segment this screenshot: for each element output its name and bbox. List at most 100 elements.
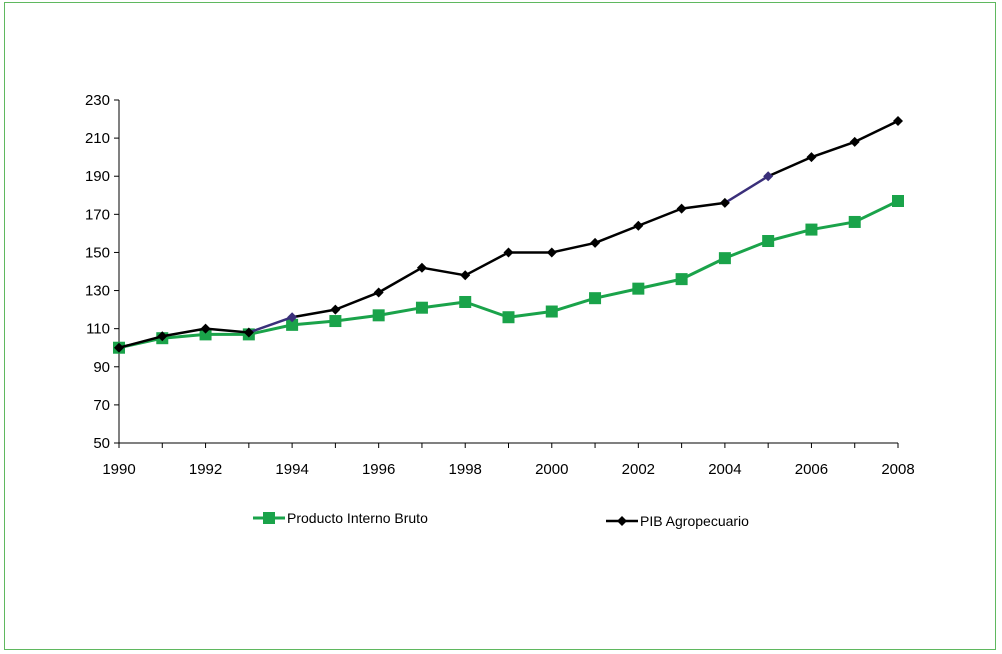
x-tick-label: 2008 [881,461,914,478]
data-point [633,220,644,231]
series-segment [378,306,423,317]
x-tick-label: 1992 [189,461,222,478]
y-tick-label: 230 [85,92,110,109]
y-tick-label: 130 [85,283,110,300]
data-point [589,292,602,305]
data-point [373,287,384,298]
series-segment [638,277,682,291]
x-tick-label: 2002 [622,461,655,478]
chart-frame [4,2,996,650]
series-segment [724,239,769,260]
series-segment [291,319,336,327]
series-segment [118,335,163,349]
series-segment [681,201,726,210]
x-tick-label: 1990 [102,461,135,478]
data-point [632,282,645,295]
series-segment [421,266,466,277]
x-tick-label: 1996 [362,461,395,478]
data-point [415,301,428,314]
series-segment [205,327,249,334]
series-segment [854,119,899,144]
data-point [243,327,254,338]
series-layer [113,115,904,354]
series-segment [767,156,812,178]
y-tick-label: 70 [93,397,110,414]
data-point [806,152,817,163]
axes: 50 70 90 110 130 150 170 190 210 230 1990 1992 1994 1… [85,92,915,478]
data-point [849,136,860,147]
series-segment [767,228,812,243]
data-point [805,223,818,236]
data-point [114,342,124,353]
series-segment [811,140,856,159]
data-point [329,315,342,328]
legend: Producto Interno Bruto PIB Agropecuario [253,510,749,529]
series-0 [113,194,904,354]
x-tick-label: 2004 [708,461,741,478]
series-segment [162,327,206,338]
legend-marker-pib-agropecuario [617,516,627,526]
x-tick-label: 2000 [535,461,568,478]
data-point [590,237,601,248]
y-tick-label: 190 [85,168,110,185]
legend-label-pib: Producto Interno Bruto [287,510,428,526]
data-point [762,235,775,248]
legend-label-pib-agropecuario: PIB Agropecuario [640,513,749,529]
legend-item-pib-agropecuario: PIB Agropecuario [606,513,749,529]
series-segment [637,207,683,227]
series-1 [114,115,903,353]
data-point [286,318,299,331]
y-tick-label: 150 [85,244,110,261]
data-point [502,311,515,324]
y-tick-label: 170 [85,206,110,223]
legend-marker-pib [263,512,275,524]
series-segment [248,316,293,334]
y-tick-label: 210 [85,130,110,147]
series-segment [854,199,899,224]
series-segment [162,332,206,340]
series-segment [811,220,855,232]
data-point [718,252,731,265]
series-segment [421,300,466,310]
data-point [676,203,687,214]
series-segment [291,308,336,319]
series-segment [594,224,639,245]
series-segment [508,310,552,319]
series-segment [248,323,293,336]
data-point [330,304,341,315]
data-point [416,262,427,273]
series-segment [594,287,639,300]
data-point [459,295,472,308]
data-point [372,309,385,322]
x-tick-label: 1998 [449,461,482,478]
data-point [892,194,904,207]
y-tick-label: 50 [93,435,110,452]
series-segment [724,175,769,204]
data-point [200,323,211,334]
series-segment [551,241,596,254]
data-point [157,331,168,342]
data-point [545,305,558,318]
x-tick-label: 1994 [275,461,308,478]
series-segment [378,266,423,294]
data-point [675,273,688,286]
data-point [719,197,730,208]
series-segment [335,313,379,323]
data-point [460,270,471,281]
series-segment [464,251,510,277]
series-segment [464,300,509,319]
legend-item-pib: Producto Interno Bruto [253,510,428,526]
data-point [763,171,774,182]
data-point [848,215,861,228]
series-segment [680,256,726,281]
data-point [503,247,514,258]
x-tick-label: 2006 [795,461,828,478]
data-point [199,328,212,341]
series-segment [551,296,596,313]
data-point [893,115,903,126]
data-point [546,247,557,258]
series-segment [334,291,380,311]
y-tick-label: 110 [86,321,110,338]
y-tick-label: 90 [93,359,110,376]
